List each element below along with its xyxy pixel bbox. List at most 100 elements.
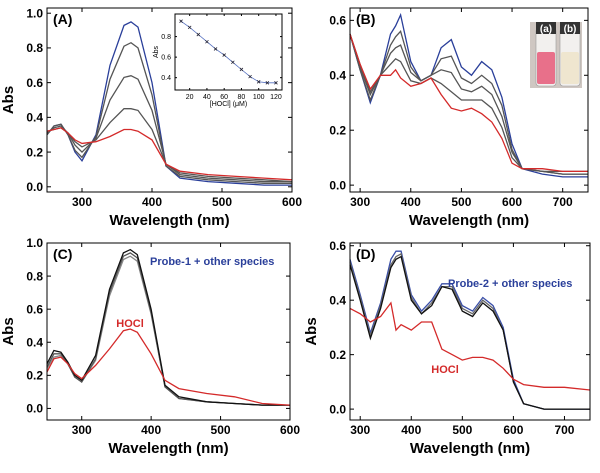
y-axis-label: Abs: [303, 317, 320, 345]
x-tick-label: 100: [253, 94, 265, 101]
data-point: [231, 60, 235, 65]
annotation: HOCl: [116, 318, 144, 330]
x-tick-label: 400: [141, 423, 161, 437]
vial-label: (b): [564, 24, 577, 35]
x-axis-label: [HOCl] (μM): [210, 101, 247, 108]
y-tick-label: 0.0: [26, 180, 43, 194]
vial-solution: [561, 52, 579, 84]
y-tick-label: 0.4: [329, 68, 346, 82]
vial-label: (a): [540, 24, 552, 35]
vial-solution: [537, 52, 555, 84]
spectrum-line: [46, 328, 291, 406]
x-tick-label: 60: [220, 94, 228, 101]
y-tick-label: 0.8: [161, 34, 171, 41]
y-tick-label: 0.8: [26, 269, 43, 283]
data-point: [248, 74, 252, 79]
vial-top: [536, 22, 556, 34]
y-tick-label: 0.2: [329, 123, 346, 137]
x-tick-label: 600: [502, 195, 522, 209]
spectrum-line: [46, 108, 293, 183]
x-axis-label: Wavelength (nm): [109, 212, 229, 229]
inset-background: [175, 14, 282, 90]
data-point: [274, 81, 278, 85]
plot-frame: [349, 242, 591, 421]
x-tick-label: 600: [282, 195, 302, 209]
annotation: Probe-1 + other species: [150, 256, 274, 268]
x-tick-label: 400: [142, 195, 162, 209]
spectrum-line: [349, 33, 588, 173]
inset-chart: 20 40 60 80 100 120 0.4 0.6 0.8 [HOCl] (μM) Abs: [153, 13, 283, 108]
x-tick-label: 300: [350, 195, 370, 209]
y-tick-label: 0.6: [161, 55, 171, 62]
x-tick-label: 700: [553, 195, 573, 209]
x-tick-label: 500: [452, 423, 472, 437]
panel-label: (B): [356, 11, 375, 27]
spectrum-line: [349, 255, 590, 410]
y-tick-label: 0.0: [26, 402, 43, 416]
data-point: [205, 39, 209, 44]
y-axis-label: Abs: [153, 45, 160, 58]
spectrum-line: [46, 127, 293, 181]
y-tick-label: 0.2: [26, 145, 43, 159]
y-tick-label: 0.6: [329, 14, 346, 28]
x-tick-label: 500: [211, 423, 231, 437]
spectrum-line: [46, 248, 290, 406]
y-tick-label: 0.4: [26, 335, 43, 349]
y-tick-label: 0.6: [329, 239, 346, 253]
x-tick-label: 600: [280, 423, 300, 437]
y-tick-label: 0.4: [161, 75, 171, 82]
spectrum-line: [349, 33, 588, 173]
x-tick-label: 300: [350, 423, 370, 437]
y-tick-label: 0.2: [329, 348, 346, 362]
x-tick-label: 300: [72, 195, 92, 209]
plot-frame: [349, 7, 589, 193]
x-tick-label: 120: [270, 94, 282, 101]
x-tick-label: 500: [212, 195, 232, 209]
data-point: [222, 53, 226, 57]
x-tick-label: 400: [401, 423, 421, 437]
data-point: [187, 25, 192, 30]
x-tick-label: 400: [401, 195, 421, 209]
plot-frame: [174, 13, 283, 91]
y-tick-label: 0.8: [26, 41, 43, 55]
x-tick-label: 500: [451, 195, 471, 209]
y-tick-label: 0.4: [26, 111, 43, 125]
data-point: [196, 32, 201, 37]
spectrum-line: [349, 301, 591, 391]
vial-top: [560, 22, 580, 34]
y-tick-label: 1.0: [26, 6, 43, 20]
x-axis-label: Wavelength (nm): [410, 440, 530, 457]
data-point: [256, 80, 261, 84]
data-point: [265, 81, 270, 85]
y-tick-label: 1.0: [26, 236, 43, 250]
data-point: [239, 67, 244, 72]
spectrum-line: [349, 250, 590, 410]
plot-frame: [46, 242, 291, 421]
panel-label: (C): [53, 246, 72, 262]
panel-label: (A): [53, 11, 72, 27]
y-tick-label: 0.2: [26, 369, 43, 383]
panel: 300 400 500 600 0.0 0.2 0.4 0.6 0.8 1.0 (A) Wavelen…: [0, 6, 302, 229]
plot-frame: [46, 7, 293, 193]
data-point: [213, 47, 218, 51]
panel: 300 400 500 600 700 0.0 0.2 0.4 0.6 (B) Wavelength…: [329, 7, 589, 229]
y-axis-label: Abs: [0, 317, 17, 345]
y-tick-label: 0.0: [329, 402, 346, 416]
annotation: HOCl: [431, 364, 459, 376]
y-axis-label: Abs: [0, 86, 17, 114]
x-axis-label: Wavelength (nm): [108, 440, 228, 457]
annotation: Probe-2 + other species: [448, 278, 572, 290]
spectrum-line: [349, 33, 588, 175]
panel: 300 400 500 600 700 0.0 0.2 0.4 0.6 (D) Wavelength…: [303, 239, 591, 457]
y-tick-label: 0.4: [329, 293, 346, 307]
y-tick-label: 0.6: [26, 302, 43, 316]
panel-label: (D): [356, 246, 375, 262]
data-point: [179, 19, 183, 23]
x-axis-label: Wavelength (nm): [409, 212, 529, 229]
spectrum-line: [349, 12, 588, 178]
spectrum-line: [349, 29, 588, 175]
y-tick-label: 0.0: [329, 178, 346, 192]
x-tick-label: 600: [503, 423, 523, 437]
